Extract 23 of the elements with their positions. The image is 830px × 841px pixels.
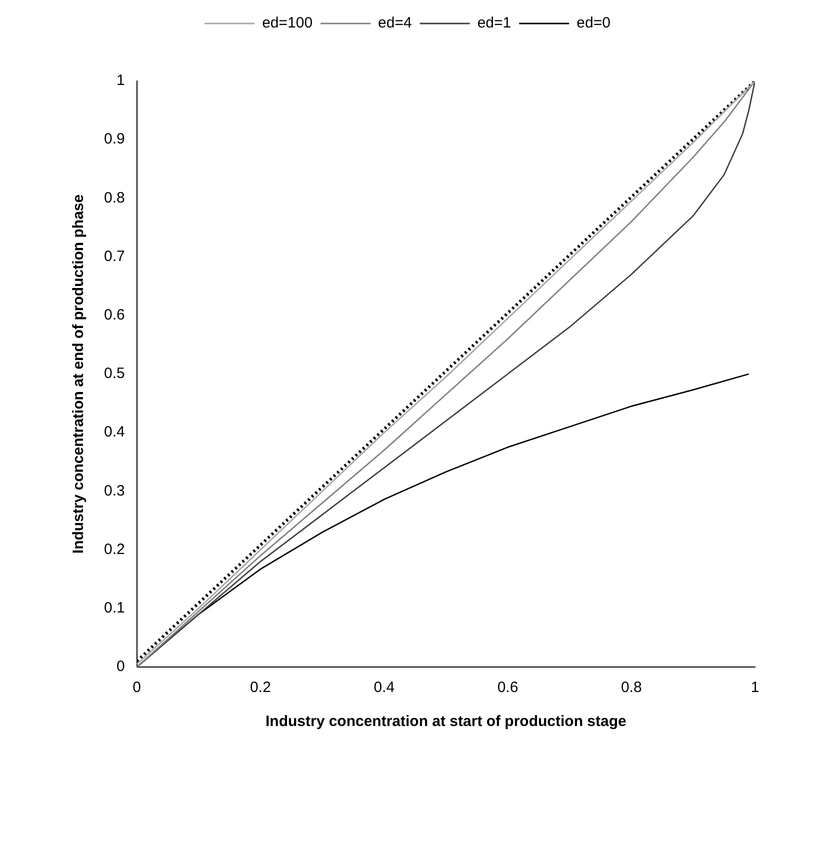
y-tick-label: 0.6 [104,306,125,324]
x-axis-title: Industry concentration at start of production stage [265,713,626,730]
x-tick-label: 0.2 [250,679,271,696]
y-tick-label: 0.7 [104,248,125,265]
y-tick-label: 0.2 [104,540,125,558]
y-tick-label: 0.4 [104,424,125,441]
x-tick-label: 0.6 [497,679,518,696]
y-tick-label: 0.1 [104,600,125,617]
y-tick-label: 0.5 [104,365,125,382]
x-tick-label: 0 [132,679,142,696]
y-tick-label: 0.8 [104,189,125,206]
x-tick-label: 0.4 [374,679,395,696]
legend-label: ed=100 [262,14,313,32]
y-tick-label: 0 [116,658,125,676]
legend-label: ed=0 [576,14,610,32]
legend-label: ed=1 [477,14,512,32]
y-tick-label: 0.9 [104,130,125,148]
y-axis-title: Industry concentration at end of production phase [70,194,88,554]
x-tick-label: 0.8 [620,679,642,696]
y-tick-label: 0.3 [104,482,125,500]
y-tick-label: 1 [116,72,125,90]
x-tick-label: 1 [750,679,760,696]
legend-label: ed=4 [378,14,412,32]
